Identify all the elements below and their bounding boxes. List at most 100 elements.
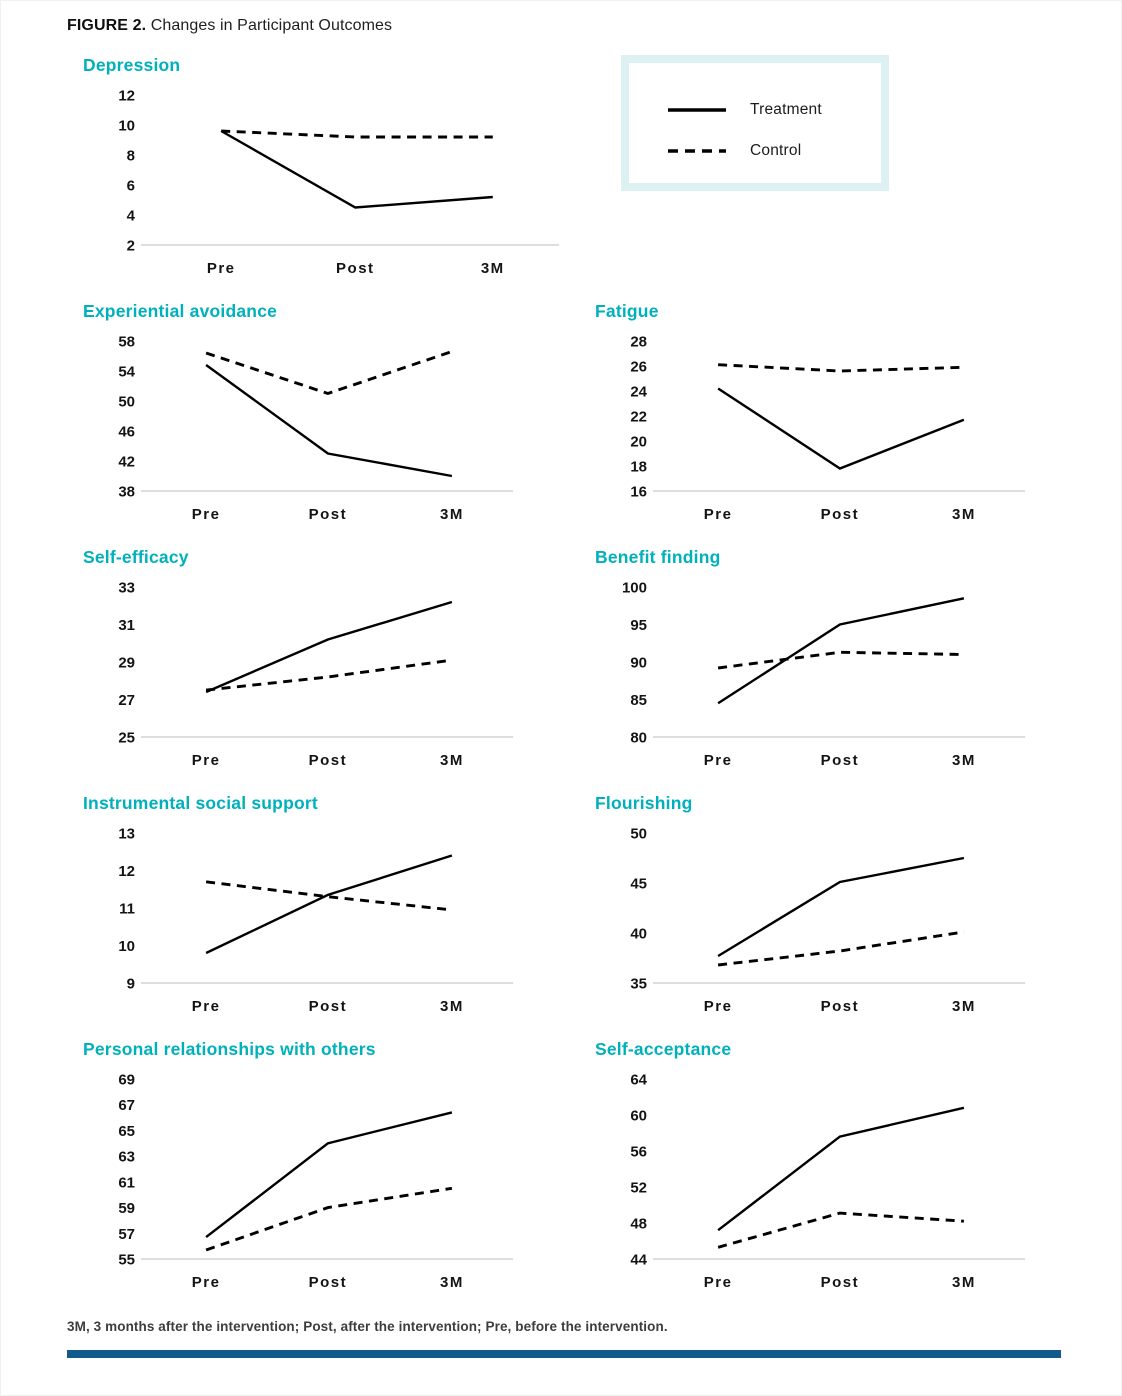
svg-text:Pre: Pre bbox=[192, 998, 221, 1015]
svg-text:27: 27 bbox=[118, 692, 135, 709]
svg-text:6: 6 bbox=[127, 178, 135, 195]
svg-text:Post: Post bbox=[309, 1274, 348, 1291]
svg-text:55: 55 bbox=[118, 1252, 135, 1269]
svg-text:12: 12 bbox=[118, 863, 135, 880]
svg-text:44: 44 bbox=[630, 1252, 647, 1269]
chart-title: Instrumental social support bbox=[83, 793, 318, 813]
svg-text:28: 28 bbox=[630, 334, 647, 351]
chart-title: Depression bbox=[83, 55, 181, 75]
svg-text:Pre: Pre bbox=[192, 506, 221, 523]
svg-text:95: 95 bbox=[630, 617, 647, 634]
svg-text:90: 90 bbox=[630, 655, 647, 672]
svg-text:3M: 3M bbox=[440, 752, 464, 769]
svg-text:Pre: Pre bbox=[207, 260, 236, 277]
svg-text:11: 11 bbox=[119, 901, 135, 918]
legend-item-treatment: Treatment bbox=[668, 89, 881, 130]
legend-item-control: Control bbox=[668, 130, 881, 171]
svg-text:69: 69 bbox=[118, 1072, 135, 1089]
chart-instrumental-social-support: Instrumental social support 13 12 11 10 9 Pre… bbox=[67, 793, 579, 1019]
footnote: 3M, 3 months after the intervention; Pos… bbox=[67, 1319, 668, 1334]
svg-text:8: 8 bbox=[127, 148, 135, 165]
svg-text:3M: 3M bbox=[440, 998, 464, 1015]
chart-title: Fatigue bbox=[595, 301, 659, 321]
svg-text:45: 45 bbox=[630, 876, 647, 893]
svg-text:85: 85 bbox=[630, 692, 647, 709]
svg-text:20: 20 bbox=[630, 434, 647, 451]
svg-text:38: 38 bbox=[118, 484, 135, 501]
bottom-rule bbox=[67, 1350, 1061, 1358]
svg-text:9: 9 bbox=[127, 976, 135, 993]
svg-text:Pre: Pre bbox=[704, 998, 733, 1015]
line-plot: 69 67 65 63 61 59 57 55 Pre Post 3M bbox=[118, 1072, 513, 1291]
svg-text:25: 25 bbox=[118, 730, 135, 747]
svg-text:40: 40 bbox=[630, 926, 647, 943]
charts-grid: Depression 12 10 8 6 4 2 Pre Post 3M Treatment C… bbox=[67, 55, 1061, 1315]
svg-text:42: 42 bbox=[118, 454, 135, 471]
line-plot: 100 95 90 85 80 Pre Post 3M bbox=[622, 580, 1025, 769]
svg-text:46: 46 bbox=[118, 424, 135, 441]
legend-cell: Treatment Control bbox=[579, 55, 1061, 281]
svg-text:3M: 3M bbox=[952, 506, 976, 523]
svg-text:3M: 3M bbox=[440, 506, 464, 523]
svg-text:Pre: Pre bbox=[704, 752, 733, 769]
svg-text:63: 63 bbox=[118, 1149, 135, 1166]
chart-benefit-finding: Benefit finding 100 95 90 85 80 Pre Post 3M bbox=[579, 547, 1061, 773]
chart-title: Benefit finding bbox=[595, 547, 721, 567]
chart-personal-relationships: Personal relationships with others 69 67 6… bbox=[67, 1039, 579, 1295]
svg-text:33: 33 bbox=[118, 580, 135, 597]
svg-text:Post: Post bbox=[309, 506, 348, 523]
svg-text:Post: Post bbox=[821, 998, 860, 1015]
svg-text:64: 64 bbox=[630, 1072, 647, 1089]
chart-experiential-avoidance: Experiential avoidance 58 54 50 46 42 38 Pre Po… bbox=[67, 301, 579, 527]
svg-text:4: 4 bbox=[127, 208, 136, 225]
svg-text:18: 18 bbox=[630, 459, 647, 476]
svg-text:61: 61 bbox=[118, 1174, 135, 1191]
line-plot: 13 12 11 10 9 Pre Post 3M bbox=[118, 826, 513, 1015]
dashed-line-swatch bbox=[668, 148, 726, 153]
svg-text:50: 50 bbox=[630, 826, 647, 843]
svg-text:50: 50 bbox=[118, 394, 135, 411]
svg-text:35: 35 bbox=[630, 976, 647, 993]
svg-text:Pre: Pre bbox=[704, 506, 733, 523]
svg-text:3M: 3M bbox=[440, 1274, 464, 1291]
chart-title: Self-acceptance bbox=[595, 1039, 732, 1059]
legend-label-control: Control bbox=[750, 141, 802, 159]
svg-text:48: 48 bbox=[630, 1216, 647, 1233]
chart-flourishing: Flourishing 50 45 40 35 Pre Post 3M bbox=[579, 793, 1061, 1019]
svg-text:60: 60 bbox=[630, 1108, 647, 1125]
chart-depression: Depression 12 10 8 6 4 2 Pre Post 3M bbox=[67, 55, 579, 281]
svg-text:Pre: Pre bbox=[192, 752, 221, 769]
line-plot: 64 60 56 52 48 44 Pre Post 3M bbox=[630, 1072, 1025, 1291]
chart-self-efficacy: Self-efficacy 33 31 29 27 25 Pre Post 3M bbox=[67, 547, 579, 773]
svg-text:Post: Post bbox=[821, 506, 860, 523]
svg-text:Pre: Pre bbox=[192, 1274, 221, 1291]
svg-text:3M: 3M bbox=[952, 1274, 976, 1291]
line-plot: 33 31 29 27 25 Pre Post 3M bbox=[118, 580, 513, 769]
svg-text:57: 57 bbox=[118, 1226, 135, 1243]
svg-text:3M: 3M bbox=[952, 752, 976, 769]
svg-text:52: 52 bbox=[630, 1180, 647, 1197]
chart-title: Personal relationships with others bbox=[83, 1039, 376, 1059]
svg-text:65: 65 bbox=[118, 1123, 135, 1140]
svg-text:24: 24 bbox=[630, 384, 647, 401]
svg-text:Post: Post bbox=[309, 752, 348, 769]
line-plot: 50 45 40 35 Pre Post 3M bbox=[630, 826, 1025, 1015]
svg-text:16: 16 bbox=[630, 484, 647, 501]
svg-text:26: 26 bbox=[630, 359, 647, 376]
chart-title: Flourishing bbox=[595, 793, 693, 813]
svg-text:3M: 3M bbox=[952, 998, 976, 1015]
chart-fatigue: Fatigue 28 26 24 22 20 18 16 Pre Post 3M bbox=[579, 301, 1061, 527]
chart-title: Experiential avoidance bbox=[83, 301, 278, 321]
svg-text:67: 67 bbox=[118, 1097, 135, 1114]
legend-label-treatment: Treatment bbox=[750, 100, 822, 118]
svg-text:31: 31 bbox=[118, 617, 135, 634]
svg-text:Post: Post bbox=[821, 1274, 860, 1291]
svg-text:Post: Post bbox=[821, 752, 860, 769]
svg-text:100: 100 bbox=[622, 580, 647, 597]
figure-title: FIGURE 2. Changes in Participant Outcome… bbox=[67, 17, 1061, 35]
figure-caption: Changes in Participant Outcomes bbox=[150, 17, 393, 34]
svg-text:2: 2 bbox=[127, 238, 135, 255]
figure-label: FIGURE 2. bbox=[67, 17, 147, 34]
svg-text:Post: Post bbox=[336, 260, 375, 277]
